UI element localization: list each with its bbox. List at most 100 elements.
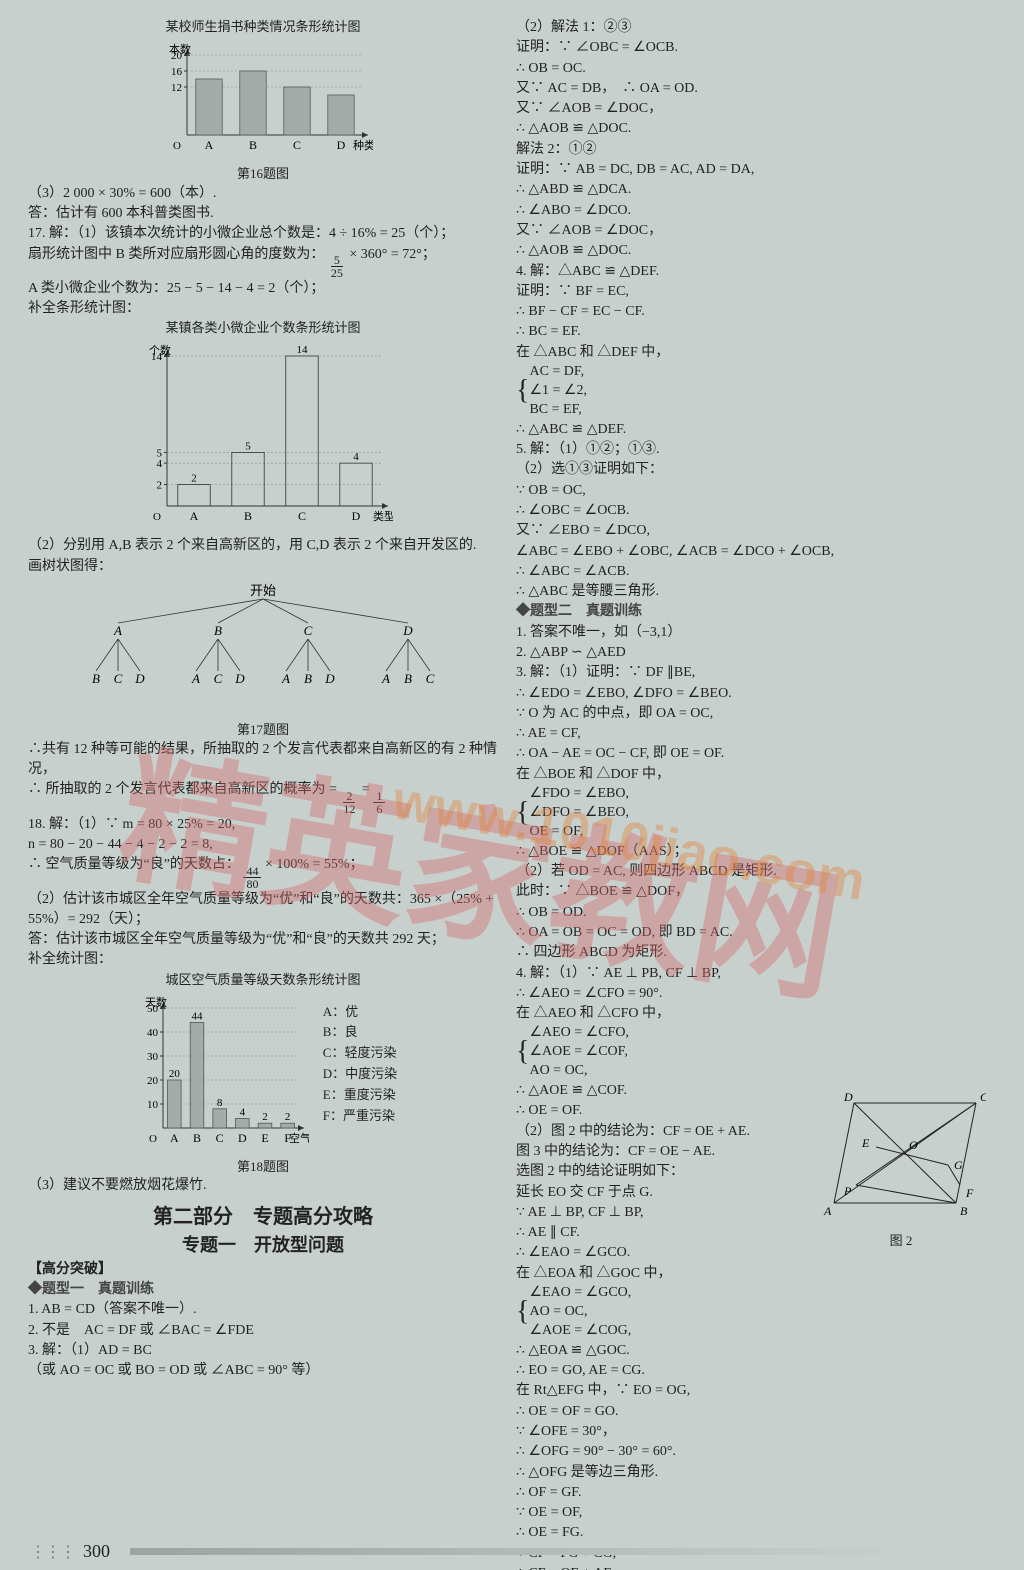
text-line: 2. △ABP ∽ △AED — [516, 643, 986, 663]
brace-block-4: {∠EAO = ∠GCO,AO = OC,∠AOE = ∠COG, — [516, 1284, 986, 1341]
svg-text:O: O — [153, 511, 161, 523]
svg-text:16: 16 — [171, 66, 183, 78]
text-line: ∠ABC = ∠EBO + ∠OBC, ∠ACB = ∠DCO + ∠OCB, — [516, 542, 986, 562]
text-line: 4. 解：△ABC ≌ △DEF. — [516, 262, 986, 282]
svg-text:A: A — [381, 671, 390, 686]
text-line: 3. 解：（1）AD = BC — [28, 1341, 498, 1361]
text-line: 又∵ ∠AOB = ∠DOC， — [516, 221, 986, 241]
svg-text:P: P — [843, 1184, 852, 1198]
text-line: ∵ ∠OFE = 30°， — [516, 1422, 986, 1442]
q17-intro: 17. 解：（1）该镇本次统计的小微企业总个数是：4 ÷ 16% = 25（个）… — [28, 224, 498, 244]
svg-text:14: 14 — [297, 344, 309, 356]
text-line: （3）2 000 × 30% = 600（本）. — [28, 184, 498, 204]
text-line: ∴ △AOB ≌ △DOC. — [516, 241, 986, 261]
text-line: ∴ ∠OBC = ∠OCB. — [516, 501, 986, 521]
svg-text:4: 4 — [239, 1106, 245, 1118]
tx2-head: ◆题型二 真题训练 — [516, 602, 986, 622]
text-line: 18. 解：（1）∵ m = 80 × 25% = 20, — [28, 815, 498, 835]
text-line: ∴ △BOE ≌ △DOF（AAS）； — [516, 842, 986, 862]
text-line: 又∵ ∠AOB = ∠DOC， — [516, 99, 986, 119]
chart17-title: 某镇各类小微企业个数条形统计图 — [28, 319, 498, 338]
svg-text:2: 2 — [191, 473, 197, 485]
text-line: ∴ ∠ABC = ∠ACB. — [516, 562, 986, 582]
text-line: ∵ OB = OC, — [516, 481, 986, 501]
svg-text:C: C — [293, 138, 301, 152]
text-line: ∴ 四边形 ABCD 为矩形. — [516, 943, 986, 963]
svg-text:D: D — [324, 671, 335, 686]
page-number: ⋮⋮⋮ 300 — [30, 1541, 950, 1562]
q17-a-count: A 类小微企业个数为：25 − 5 − 14 − 4 = 2（个）； — [28, 279, 498, 299]
left-column: 某校师生捐书种类情况条形统计图 121620ABCD本数种类O 第16题图 （3… — [28, 18, 498, 1570]
text-line: ∵ OE = OF, — [516, 1503, 986, 1523]
text-line: ∴ △ABD ≌ △DCA. — [516, 180, 986, 200]
q17-angle: 扇形统计图中 B 类所对应扇形圆心角的度数为： 525 × 360° = 72°… — [28, 245, 498, 279]
svg-text:个数: 个数 — [149, 344, 171, 357]
svg-text:B: B — [244, 509, 252, 523]
gfzp: 【高分突破】 — [28, 1260, 498, 1280]
text-line: ∴ ∠EDO = ∠EBO, ∠DFO = ∠BEO. — [516, 684, 986, 704]
text-line: 又∵ AC = DB， ∴ OA = OD. — [516, 79, 986, 99]
svg-text:B: B — [404, 671, 412, 686]
text-line: 在 △ABC 和 △DEF 中， — [516, 343, 986, 363]
text-line: ∴ AE = CF, — [516, 724, 986, 744]
svg-text:D: D — [402, 623, 413, 638]
q18-part3: （3）建议不要燃放烟花爆竹. — [28, 1176, 498, 1196]
part2-title1: 第二部分 专题高分攻略 — [28, 1203, 498, 1232]
chart16-caption: 第16题图 — [28, 165, 498, 184]
svg-text:O: O — [909, 1138, 918, 1152]
text-line: ∴ OE = OF = GO. — [516, 1402, 986, 1422]
text-line: ∴ OA = OB = OC = OD, 即 BD = AC. — [516, 923, 986, 943]
text-line: 5. 解：（1）①②；①③. — [516, 440, 986, 460]
svg-text:B: B — [92, 671, 100, 686]
svg-text:种类: 种类 — [353, 138, 373, 152]
svg-text:F: F — [965, 1186, 974, 1200]
text-line: （2）估计该市城区全年空气质量等级为“优”和“良”的天数共：365 ×（25% … — [28, 890, 498, 931]
svg-text:5: 5 — [157, 448, 163, 460]
q17-concl-b: ∴ 所抽取的 2 个发言代表都来自高新区的概率为 = 212 = 16 — [28, 780, 498, 814]
svg-text:C: C — [980, 1090, 986, 1104]
svg-text:C: C — [298, 509, 306, 523]
svg-text:C: C — [114, 671, 123, 686]
svg-text:B: B — [249, 138, 257, 152]
svg-text:2: 2 — [157, 480, 163, 492]
text-line: 此时：∵ △BOE ≌ △DOF， — [516, 882, 986, 902]
svg-text:O: O — [173, 140, 181, 152]
text-line: 2. 不是 AC = DF 或 ∠BAC = ∠FDE — [28, 1321, 498, 1341]
text-line: （2）若 OD = AC, 则四边形 ABCD 是矩形. — [516, 862, 986, 882]
text-line: ∴ △ABC 是等腰三角形. — [516, 582, 986, 602]
svg-text:12: 12 — [171, 82, 182, 94]
svg-text:D: D — [234, 671, 245, 686]
text-line: 答：估计有 600 本科普类图书. — [28, 204, 498, 224]
text-line: 在 △BOE 和 △DOF 中， — [516, 765, 986, 785]
text-line: ∴ EO = GO, AE = CG. — [516, 1361, 986, 1381]
text-line: （或 AO = OC 或 BO = OD 或 ∠ABC = 90° 等） — [28, 1361, 498, 1381]
svg-text:C: C — [215, 1131, 223, 1145]
tree-caption: 第17题图 — [28, 721, 498, 740]
text-line: （2）解法 1：②③ — [516, 18, 986, 38]
svg-text:本数: 本数 — [169, 42, 191, 56]
text-line: ∴ ∠OFG = 90° − 30° = 60°. — [516, 1442, 986, 1462]
chart18-legend: A：优B：良C：轻度污染D：中度污染E：重度污染F：严重污染 — [323, 994, 397, 1127]
svg-text:44: 44 — [191, 1010, 203, 1022]
q18-good: ∴ 空气质量等级为“良”的天数占： 4480 × 100% = 55%； — [28, 855, 498, 889]
text-line: 补全统计图： — [28, 950, 498, 970]
text-line: ∵ O 为 AC 的中点，即 OA = OC, — [516, 704, 986, 724]
text-line: ∴ CF = OE + AE. — [516, 1564, 986, 1570]
svg-text:C: C — [426, 671, 435, 686]
text-line: ∴ BF − CF = EC − CF. — [516, 302, 986, 322]
svg-text:D: D — [134, 671, 145, 686]
svg-text:30: 30 — [147, 1051, 159, 1063]
svg-text:A: A — [281, 671, 290, 686]
fig2-caption: 图 2 — [816, 1232, 986, 1251]
q17-concl-a: ∴共有 12 种等可能的结果，所抽取的 2 个发言代表都来自高新区的有 2 种情… — [28, 740, 498, 781]
svg-text:D: D — [843, 1090, 853, 1104]
text-line: 在 △EOA 和 △GOC 中， — [516, 1264, 986, 1284]
figure-2: ABCDOEGFP 图 2 — [816, 1085, 986, 1251]
q17-part2a: （2）分别用 A,B 表示 2 个来自高新区的，用 C,D 表示 2 个来自开发… — [28, 536, 498, 556]
svg-text:A: A — [191, 671, 200, 686]
tx1-head: ◆题型一 真题训练 — [28, 1280, 498, 1300]
text-line: 在 △AEO 和 △CFO 中， — [516, 1004, 986, 1024]
chart16: 121620ABCD本数种类O — [28, 41, 498, 161]
svg-text:B: B — [193, 1131, 201, 1145]
svg-text:类型: 类型 — [373, 509, 393, 523]
